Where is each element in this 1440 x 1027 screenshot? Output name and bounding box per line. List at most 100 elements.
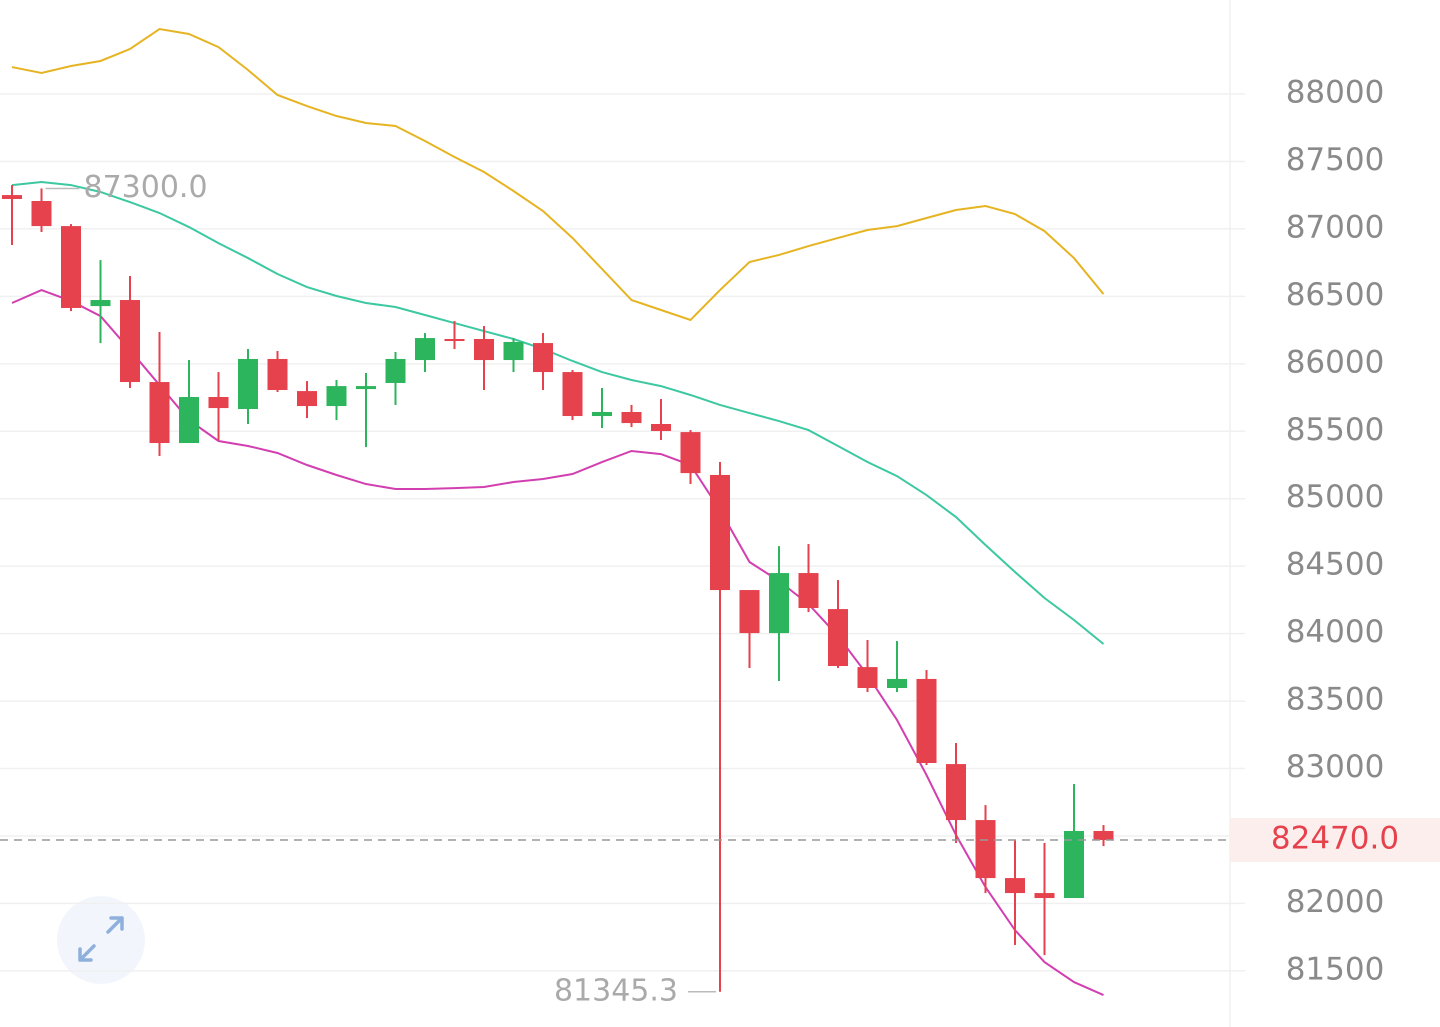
candle-body — [385, 358, 406, 383]
candle — [238, 348, 258, 424]
candle-body — [238, 358, 258, 410]
candle — [208, 372, 229, 441]
candle-body — [769, 573, 789, 634]
candle-body — [149, 382, 170, 444]
y-tick-label: 86500 — [1286, 277, 1385, 313]
candle — [798, 544, 819, 613]
y-tick-label: 88000 — [1286, 75, 1385, 111]
candle — [680, 430, 701, 485]
candle-body — [179, 397, 199, 444]
candle-body — [61, 226, 81, 308]
candle — [975, 805, 996, 894]
candle — [326, 380, 347, 421]
candle — [1093, 825, 1114, 847]
candle-body — [680, 432, 701, 474]
indicator-line — [11, 288, 1104, 996]
candle — [385, 351, 406, 405]
y-tick-label: 81500 — [1286, 951, 1385, 987]
candle — [621, 404, 642, 428]
candle — [739, 590, 760, 669]
candle-body — [710, 474, 730, 591]
candle — [179, 360, 199, 444]
candle-body — [90, 300, 111, 307]
indicator-line — [11, 27, 1105, 322]
candle-body — [1064, 830, 1084, 899]
candle-body — [503, 341, 524, 361]
annotation-label: 87300.0 — [84, 170, 208, 205]
indicator-line — [11, 180, 1105, 645]
candle-body — [592, 411, 612, 417]
candle-body — [444, 339, 465, 342]
candle-body — [1093, 830, 1114, 841]
candle-body — [31, 201, 52, 227]
y-tick-label: 84000 — [1286, 614, 1385, 650]
candle — [592, 387, 612, 429]
candle-body — [798, 573, 819, 608]
candle-body — [533, 343, 553, 373]
candle — [444, 321, 465, 349]
candle-body — [474, 339, 494, 361]
y-tick-label: 83000 — [1286, 749, 1385, 785]
candle-body — [1005, 878, 1025, 894]
y-tick-label: 82000 — [1286, 884, 1385, 920]
candle — [710, 462, 730, 992]
candle — [651, 399, 671, 441]
candle-body — [916, 678, 937, 763]
candle-body — [828, 609, 848, 667]
candle-body — [621, 411, 642, 424]
candle-body — [651, 423, 671, 432]
candle-body — [857, 667, 878, 688]
candle — [1005, 840, 1025, 945]
candle-body — [415, 338, 435, 361]
candle-body — [297, 391, 317, 407]
candle — [887, 641, 907, 693]
candle-body — [326, 386, 347, 407]
expand-button[interactable] — [57, 896, 145, 984]
candle — [857, 639, 878, 693]
candle-body — [1034, 893, 1055, 899]
candle — [31, 188, 52, 233]
candle-body — [120, 300, 140, 383]
candle-body — [975, 820, 996, 879]
candle — [1034, 842, 1055, 956]
candle — [474, 326, 494, 390]
last-price-box — [1230, 818, 1440, 863]
candle — [533, 333, 553, 390]
candle — [90, 260, 111, 344]
y-tick-label: 87000 — [1286, 209, 1385, 245]
candle — [2, 185, 22, 245]
candle-body — [887, 678, 907, 688]
candle — [946, 743, 966, 843]
candle — [503, 338, 524, 373]
y-tick-label: 85500 — [1286, 412, 1385, 448]
candle — [415, 333, 435, 373]
candle-body — [946, 764, 966, 821]
candle — [916, 670, 937, 766]
candle-body — [2, 195, 22, 199]
candle-body — [356, 386, 376, 390]
annotation-label: 81345.3 — [554, 973, 678, 1008]
candle-body — [739, 590, 760, 634]
candle-body — [208, 397, 229, 409]
y-tick-label: 84500 — [1286, 547, 1385, 583]
expand-icon[interactable] — [78, 916, 124, 962]
candle — [61, 224, 81, 312]
y-tick-label: 86000 — [1286, 344, 1385, 380]
candle — [149, 331, 170, 456]
candle — [769, 546, 789, 681]
candle — [267, 351, 288, 393]
candle — [828, 580, 848, 669]
y-tick-label: 83500 — [1286, 682, 1385, 718]
candle — [562, 370, 583, 421]
candle — [297, 381, 317, 419]
last-price-label: 82470.0 — [1271, 821, 1399, 857]
candle — [1064, 784, 1084, 899]
candle-body — [562, 372, 583, 417]
y-tick-label: 85000 — [1286, 479, 1385, 515]
y-tick-label: 87500 — [1286, 142, 1385, 178]
candle — [120, 276, 140, 388]
candle — [356, 373, 376, 448]
candle-body — [267, 358, 288, 390]
